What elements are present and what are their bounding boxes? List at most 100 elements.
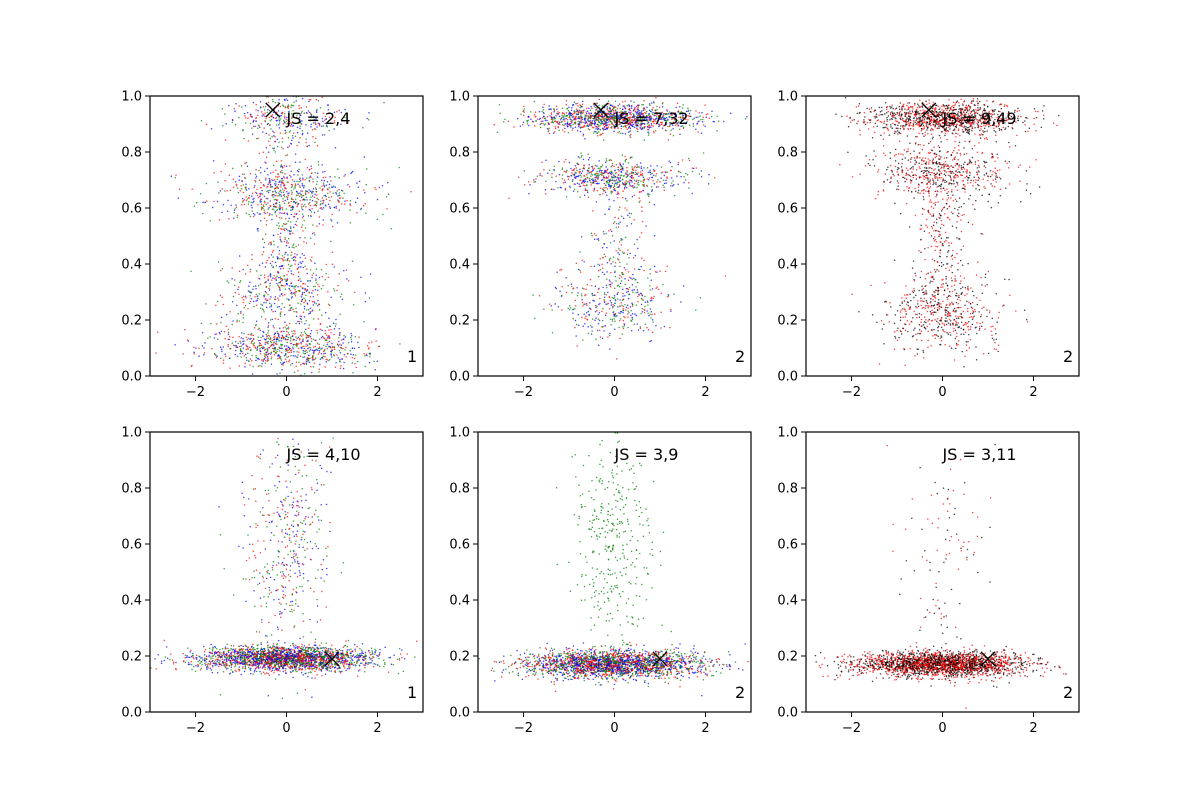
scatter-point — [280, 390, 282, 392]
scatter-point — [345, 346, 347, 349]
scatter-point — [351, 170, 354, 173]
scatter-point — [266, 337, 268, 339]
scatter-point — [278, 334, 280, 336]
scatter-point — [363, 352, 365, 355]
scatter-point — [279, 170, 282, 173]
scatter-point — [598, 169, 601, 171]
scatter-point — [242, 337, 244, 340]
scatter-point — [624, 155, 626, 158]
scatter-point — [620, 302, 622, 304]
scatter-point — [650, 311, 653, 313]
scatter-point — [261, 304, 264, 306]
scatter-point — [319, 328, 322, 331]
scatter-point — [303, 198, 305, 200]
scatter-point — [621, 215, 623, 217]
scatter-point — [278, 253, 280, 255]
scatter-point — [625, 180, 627, 182]
scatter-point — [550, 108, 552, 110]
scatter-point — [294, 135, 297, 137]
scatter-point — [636, 111, 638, 114]
scatter-point — [562, 117, 565, 119]
scatter-point — [269, 384, 271, 386]
scatter-point — [217, 261, 220, 263]
scatter-point — [656, 286, 658, 288]
scatter-point — [314, 128, 317, 130]
scatter-point — [286, 349, 288, 352]
scatter-point — [617, 226, 620, 228]
scatter-point — [639, 190, 641, 193]
scatter-point — [614, 180, 617, 182]
scatter-point — [723, 120, 725, 123]
scatter-point — [603, 233, 605, 235]
scatter-point — [347, 341, 350, 344]
scatter-point — [312, 136, 314, 138]
scatter-point — [156, 331, 159, 334]
scatter-point — [302, 215, 305, 217]
scatter-point — [576, 175, 578, 178]
scatter-point — [301, 208, 304, 211]
scatter-point — [603, 243, 606, 245]
scatter-point — [322, 355, 325, 358]
scatter-point — [226, 189, 228, 192]
scatter-point — [607, 116, 610, 118]
scatter-point — [685, 110, 688, 113]
scatter-point — [582, 110, 584, 112]
scatter-point — [238, 293, 240, 296]
scatter-point — [659, 124, 661, 126]
scatter-point — [597, 313, 600, 316]
scatter-point — [236, 187, 239, 189]
scatter-point — [304, 299, 307, 301]
scatter-point — [270, 128, 272, 130]
scatter-point — [241, 179, 243, 182]
scatter-point — [645, 116, 648, 118]
scatter-point — [580, 152, 582, 154]
scatter-point — [302, 179, 304, 181]
scatter-point — [605, 312, 608, 314]
scatter-point — [221, 108, 224, 110]
scatter-point — [325, 345, 327, 348]
x-tick-label: 2 — [701, 385, 709, 400]
scatter-point — [655, 123, 658, 125]
scatter-point — [284, 321, 286, 323]
scatter-point — [293, 255, 296, 258]
scatter-point — [326, 125, 328, 128]
scatter-point — [593, 187, 596, 190]
scatter-point — [294, 183, 297, 185]
scatter-point — [684, 122, 687, 125]
scatter-point — [659, 116, 662, 119]
scatter-point — [280, 164, 283, 166]
scatter-point — [247, 203, 250, 205]
scatter-point — [621, 121, 624, 123]
scatter-point — [652, 107, 654, 109]
scatter-point — [259, 339, 262, 342]
scatter-point — [297, 354, 299, 356]
scatter-point — [568, 112, 571, 114]
scatter-point — [646, 106, 648, 109]
scatter-point — [553, 188, 555, 191]
scatter-point — [274, 318, 277, 320]
scatter-point — [628, 180, 630, 183]
scatter-point — [601, 263, 603, 265]
scatter-point — [294, 187, 296, 189]
scatter-point — [257, 328, 259, 331]
scatter-point — [314, 84, 316, 86]
scatter-point — [322, 219, 324, 221]
scatter-point — [292, 347, 294, 350]
scatter-point — [625, 158, 628, 161]
scatter-point — [593, 132, 595, 134]
scatter-point — [274, 351, 277, 354]
scatter-point — [390, 227, 393, 230]
scatter-point — [252, 125, 255, 128]
scatter-point — [213, 352, 216, 355]
scatter-point — [624, 118, 627, 121]
scatter-point — [631, 196, 634, 198]
scatter-point — [315, 137, 317, 140]
scatter-point — [630, 223, 633, 225]
scatter-point — [242, 301, 244, 304]
scatter-point — [642, 103, 645, 106]
scatter-point — [576, 182, 579, 184]
scatter-point — [309, 280, 312, 282]
scatter-point — [262, 113, 264, 115]
scatter-point — [278, 195, 280, 197]
scatter-point — [338, 349, 341, 352]
